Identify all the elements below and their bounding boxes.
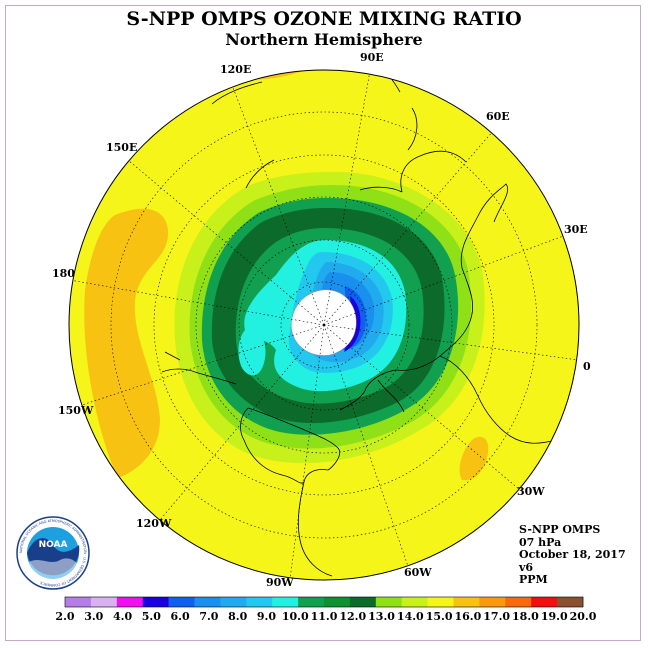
colorbar-border [64, 596, 584, 608]
colorbar-swatch [220, 597, 247, 607]
lon-label-150e: 150E [106, 141, 137, 154]
noaa-logo: NOAA NATIONAL OCEANIC AND ATMOSPHERIC AD… [16, 516, 90, 590]
lon-label-60w: 60W [404, 566, 432, 579]
ozone-band-10-west [238, 329, 266, 376]
page-title: S-NPP OMPS OZONE MIXING RATIO [126, 8, 522, 30]
orange-region-east [459, 436, 489, 481]
colorbar-swatch [401, 597, 428, 607]
lon-label-90e: 90E [360, 51, 384, 64]
colorbar-tick-label: 5.0 [142, 610, 161, 623]
colorbar-tick-label: 10.0 [282, 610, 309, 623]
colorbar-swatch [324, 597, 351, 607]
colorbar-swatch [194, 597, 221, 607]
colorbar-tick-label: 7.0 [199, 610, 218, 623]
info-date: October 18, 2017 [519, 548, 626, 562]
colorbar-tick-label: 4.0 [113, 610, 132, 623]
graticule [69, 70, 579, 580]
colorbar-tick-label: 17.0 [483, 610, 510, 623]
lon-label-90w: 90W [266, 576, 294, 589]
colorbar-tick-label: 20.0 [570, 610, 597, 623]
colorbar-swatch [349, 597, 377, 607]
colorbar-swatch [142, 597, 169, 607]
colorbar-tick-label: 9.0 [257, 610, 276, 623]
colorbar-swatch [479, 597, 506, 607]
colorbar-swatch [375, 597, 402, 607]
map-border [68, 69, 580, 581]
info-level: 07 hPa [519, 535, 562, 549]
colorbar-tick-label: 16.0 [454, 610, 481, 623]
colorbar-swatch [168, 597, 195, 607]
info-version: v6 [519, 560, 534, 574]
colorbar-swatch [427, 597, 454, 607]
colorbar-swatch [65, 597, 92, 607]
colorbar: 2.0 3.0 4.0 5.0 6.0 7.0 8.0 9.0 10.0 11.0 12.0 13.0… [55, 596, 597, 623]
colorbar-tick-label: 3.0 [84, 610, 103, 623]
colorbar-tick-label: 13.0 [368, 610, 395, 623]
colorbar-swatch [453, 597, 480, 607]
colorbar-swatch [531, 597, 558, 607]
colorbar-tick-label: 15.0 [426, 610, 453, 623]
orange-region-west [84, 208, 169, 478]
noaa-logo-text: NOAA [39, 540, 68, 550]
lon-label-120w: 120W [136, 517, 172, 530]
lon-label-120e: 120E [220, 63, 251, 76]
colorbar-swatch [272, 597, 299, 607]
colorbar-swatch [557, 597, 584, 607]
lon-label-0: 0 [583, 360, 591, 373]
lon-label-60e: 60E [486, 110, 510, 123]
colorbar-swatch [90, 597, 118, 607]
colorbar-swatch [116, 597, 143, 607]
colorbar-tick-label: 14.0 [397, 610, 424, 623]
colorbar-swatch [505, 597, 532, 607]
page-subtitle: Northern Hemisphere [225, 30, 423, 49]
info-units: PPM [519, 573, 548, 587]
colorbar-tick-label: 6.0 [171, 610, 190, 623]
colorbar-swatch [298, 597, 325, 607]
lon-label-150w: 150W [58, 404, 94, 417]
lon-label-30w: 30W [517, 485, 545, 498]
colorbar-swatch [246, 597, 273, 607]
colorbar-tick-label: 11.0 [311, 610, 338, 623]
colorbar-tick-label: 2.0 [55, 610, 74, 623]
lon-label-30e: 30E [564, 223, 588, 236]
colorbar-tick-label: 18.0 [512, 610, 539, 623]
info-block: S-NPP OMPS 07 hPa October 18, 2017 v6 PP… [519, 523, 626, 587]
info-instrument: S-NPP OMPS [519, 523, 601, 536]
colorbar-tick-label: 19.0 [541, 610, 568, 623]
colorbar-tick-label: 12.0 [339, 610, 366, 623]
colorbar-tick-label: 8.0 [228, 610, 247, 623]
lon-label-180: 180 [52, 267, 75, 280]
